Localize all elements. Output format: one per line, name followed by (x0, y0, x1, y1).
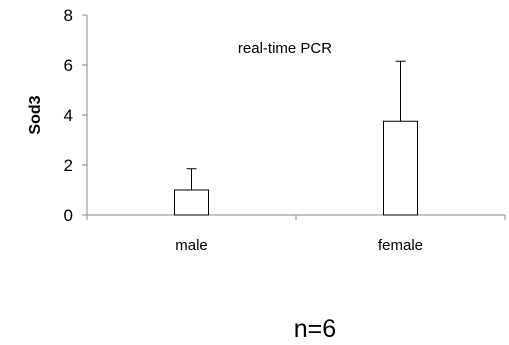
bar-male (174, 189, 209, 216)
y-tick-label: 6 (64, 56, 73, 75)
y-tick-label: 0 (64, 206, 73, 225)
y-tick-label: 2 (64, 156, 73, 175)
annotation-method: real-time PCR (238, 40, 332, 57)
y-tick-label: 4 (64, 106, 73, 125)
bars (174, 60, 418, 216)
x-tick-label-female: female (378, 237, 423, 254)
y-axis-label: Sod3 (27, 95, 44, 134)
y-ticks: 0 2 4 6 8 (64, 6, 506, 225)
y-tick-label: 8 (64, 6, 73, 25)
bar-female (383, 120, 418, 216)
x-tick-labels: male female (175, 237, 423, 254)
x-tick-label-male: male (175, 237, 208, 254)
annotation-sample-size: n=6 (294, 315, 336, 343)
